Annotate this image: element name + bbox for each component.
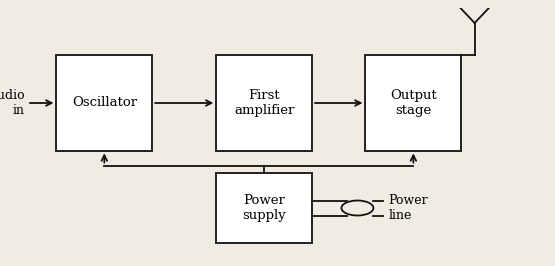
Text: Audio
in: Audio in bbox=[0, 89, 24, 117]
Bar bbox=[216, 56, 312, 151]
Bar bbox=[216, 173, 312, 243]
Text: Power
line: Power line bbox=[388, 194, 428, 222]
Text: Output
stage: Output stage bbox=[390, 89, 437, 117]
Text: First
amplifier: First amplifier bbox=[234, 89, 294, 117]
Bar bbox=[57, 56, 152, 151]
Text: Power
supply: Power supply bbox=[243, 194, 286, 222]
Bar bbox=[365, 56, 461, 151]
Text: Oscillator: Oscillator bbox=[72, 97, 137, 110]
